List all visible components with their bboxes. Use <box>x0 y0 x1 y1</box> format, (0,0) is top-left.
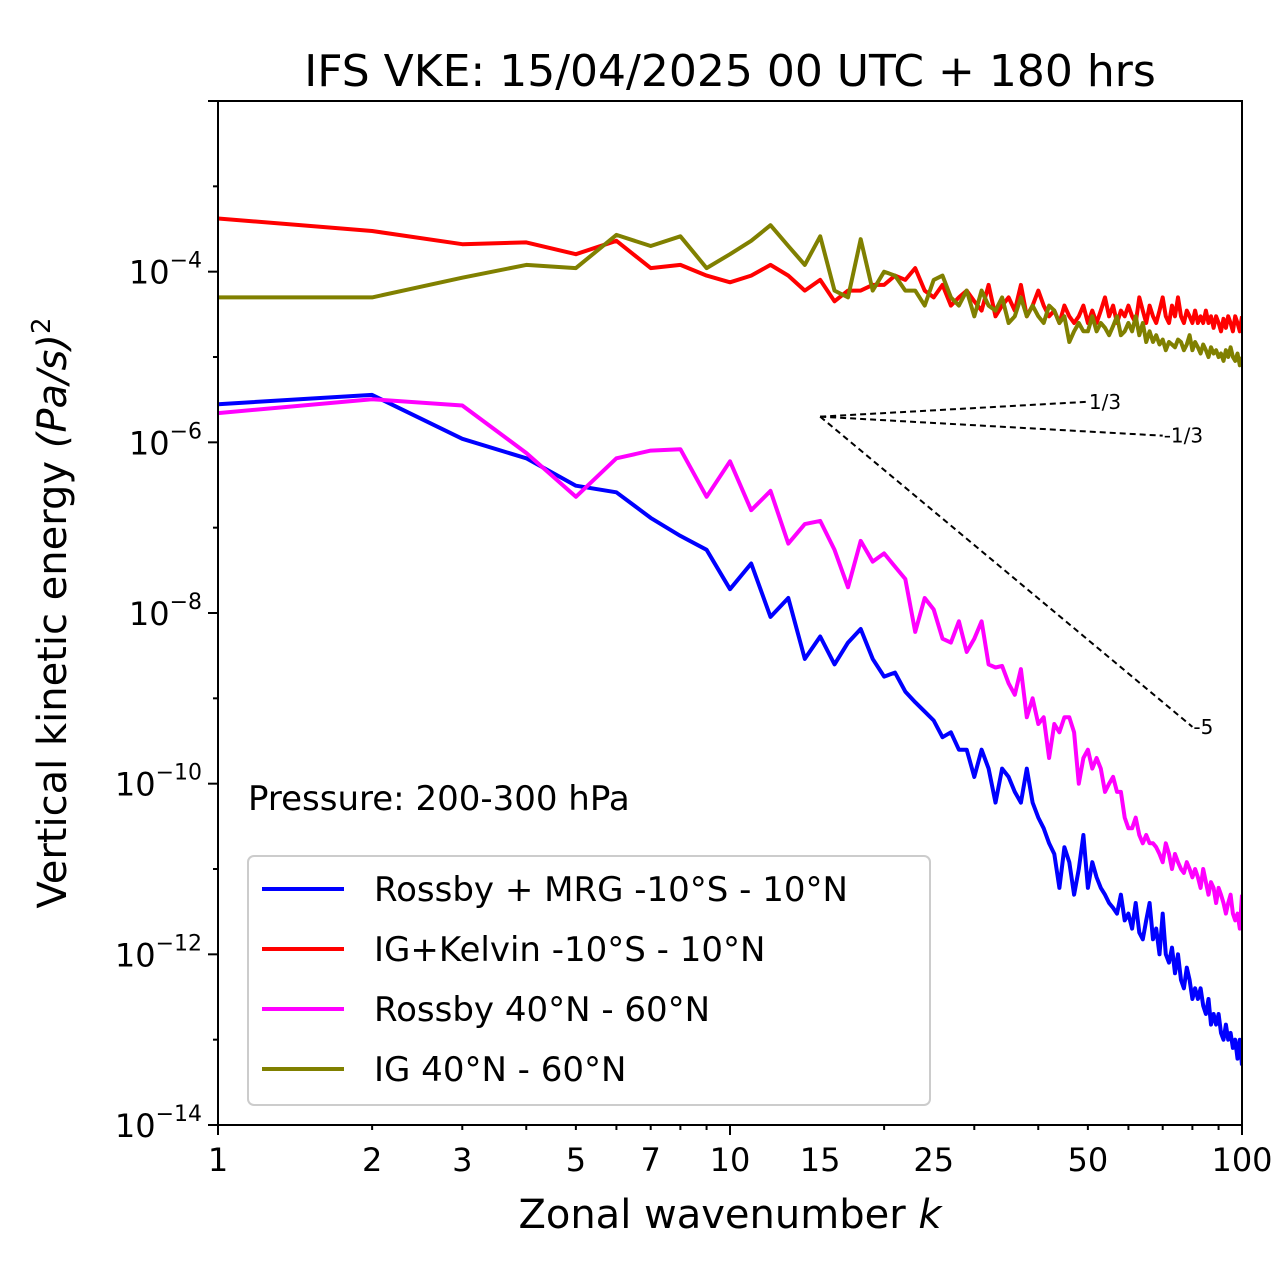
x-tick-label: 100 <box>1211 1141 1272 1179</box>
legend-label-2: IG+Kelvin -10°S - 10°N <box>374 930 765 970</box>
series-line-3 <box>218 397 1242 931</box>
x-tick-label: 3 <box>452 1141 472 1179</box>
y-axis-ticks: 10−4 10−6 10−8 10−10 10−12 10−14 <box>115 100 218 1145</box>
legend-box <box>247 855 931 1106</box>
series-layer <box>218 216 1242 1066</box>
slope-label-1: 1/3 <box>1089 390 1121 414</box>
chart-title: IFS VKE: 15/04/2025 00 UTC + 180 hrs <box>304 46 1156 97</box>
slope-label-2: -1/3 <box>1164 424 1203 448</box>
legend-label-1: Rossby + MRG -10°S - 10°N <box>374 870 848 910</box>
x-tick-label: 10 <box>710 1141 751 1179</box>
x-tick-label: 15 <box>800 1141 841 1179</box>
series-line-2 <box>218 216 1242 334</box>
slope-line-3 <box>819 415 1194 728</box>
y-tick-label: 10−12 <box>115 931 202 974</box>
series-line-1 <box>218 392 1242 1066</box>
y-tick-label: 10−14 <box>115 1102 202 1145</box>
x-tick-label: 1 <box>208 1141 228 1179</box>
x-tick-label: 25 <box>913 1141 954 1179</box>
x-axis-label: Zonal wavenumber k <box>518 1192 943 1238</box>
pressure-annotation: Pressure: 200-300 hPa <box>248 779 630 819</box>
y-tick-label: 10−8 <box>129 590 202 633</box>
y-tick-label: 10−10 <box>115 761 202 804</box>
series-line-4 <box>218 223 1242 368</box>
x-tick-label: 5 <box>566 1141 586 1179</box>
y-tick-label: 10−4 <box>129 249 202 292</box>
x-tick-label: 7 <box>641 1141 661 1179</box>
x-tick-label: 2 <box>362 1141 382 1179</box>
x-axis-ticks: 1 2 3 5 7 10 15 25 50 100 <box>208 1125 1273 1179</box>
slope-label-3: -5 <box>1193 715 1213 739</box>
y-tick-label: 10−6 <box>129 419 202 462</box>
x-tick-label: 50 <box>1068 1141 1109 1179</box>
slope-line-1 <box>820 400 1088 418</box>
reference-slopes: 1/3 -1/3 -5 <box>819 390 1213 739</box>
slope-line-2 <box>820 415 1163 437</box>
y-axis-label: Vertical kinetic energy (Pa/s)2 <box>27 318 76 909</box>
legend: Rossby + MRG -10°S - 10°N IG+Kelvin -10°S… <box>247 855 931 1106</box>
legend-label-3: Rossby 40°N - 60°N <box>374 990 710 1030</box>
legend-label-4: IG 40°N - 60°N <box>374 1050 626 1090</box>
